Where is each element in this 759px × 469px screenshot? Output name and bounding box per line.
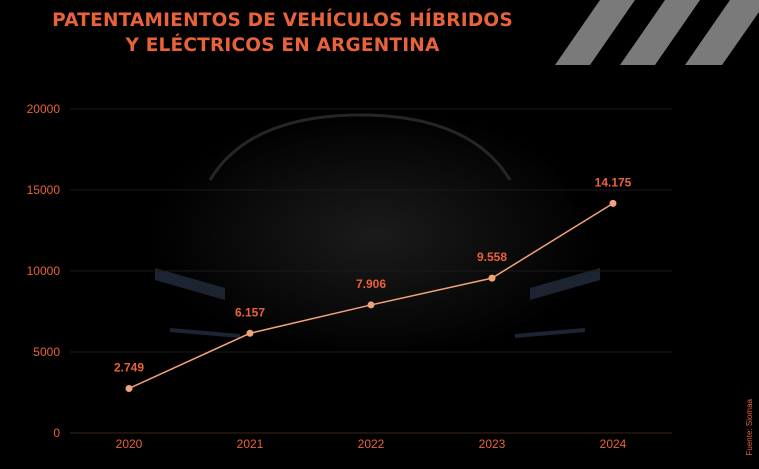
chart-title-line-2: Y ELÉCTRICOS EN ARGENTINA <box>125 35 440 56</box>
y-tick-label: 15000 <box>27 183 61 197</box>
data-point <box>367 301 375 309</box>
corner-stripes <box>555 0 759 65</box>
data-point <box>488 274 496 282</box>
y-tick-label: 20000 <box>27 102 61 116</box>
y-tick-label: 10000 <box>27 264 61 278</box>
data-point <box>125 384 133 392</box>
data-label: 7.906 <box>356 277 386 291</box>
chart-title-line-1: PATENTAMIENTOS DE VEHÍCULOS HÍBRIDOS <box>52 10 513 31</box>
x-tick-label: 2023 <box>479 437 506 451</box>
data-label: 9.558 <box>477 250 507 264</box>
y-tick-label: 5000 <box>33 345 60 359</box>
chart-title: PATENTAMIENTOS DE VEHÍCULOS HÍBRIDOS Y E… <box>0 8 565 58</box>
car-silhouette-image <box>150 110 600 360</box>
data-label: 6.157 <box>235 305 265 319</box>
x-tick-label: 2024 <box>600 437 627 451</box>
data-point <box>246 329 254 337</box>
source-note: Fuente: Siomaa <box>745 398 754 455</box>
x-tick-label: 2022 <box>358 437 385 451</box>
x-tick-label: 2020 <box>116 437 143 451</box>
y-tick-label: 0 <box>53 426 60 440</box>
data-label: 2.749 <box>114 360 144 374</box>
x-tick-label: 2021 <box>237 437 264 451</box>
data-point <box>609 199 617 207</box>
data-label: 14.175 <box>595 175 632 189</box>
